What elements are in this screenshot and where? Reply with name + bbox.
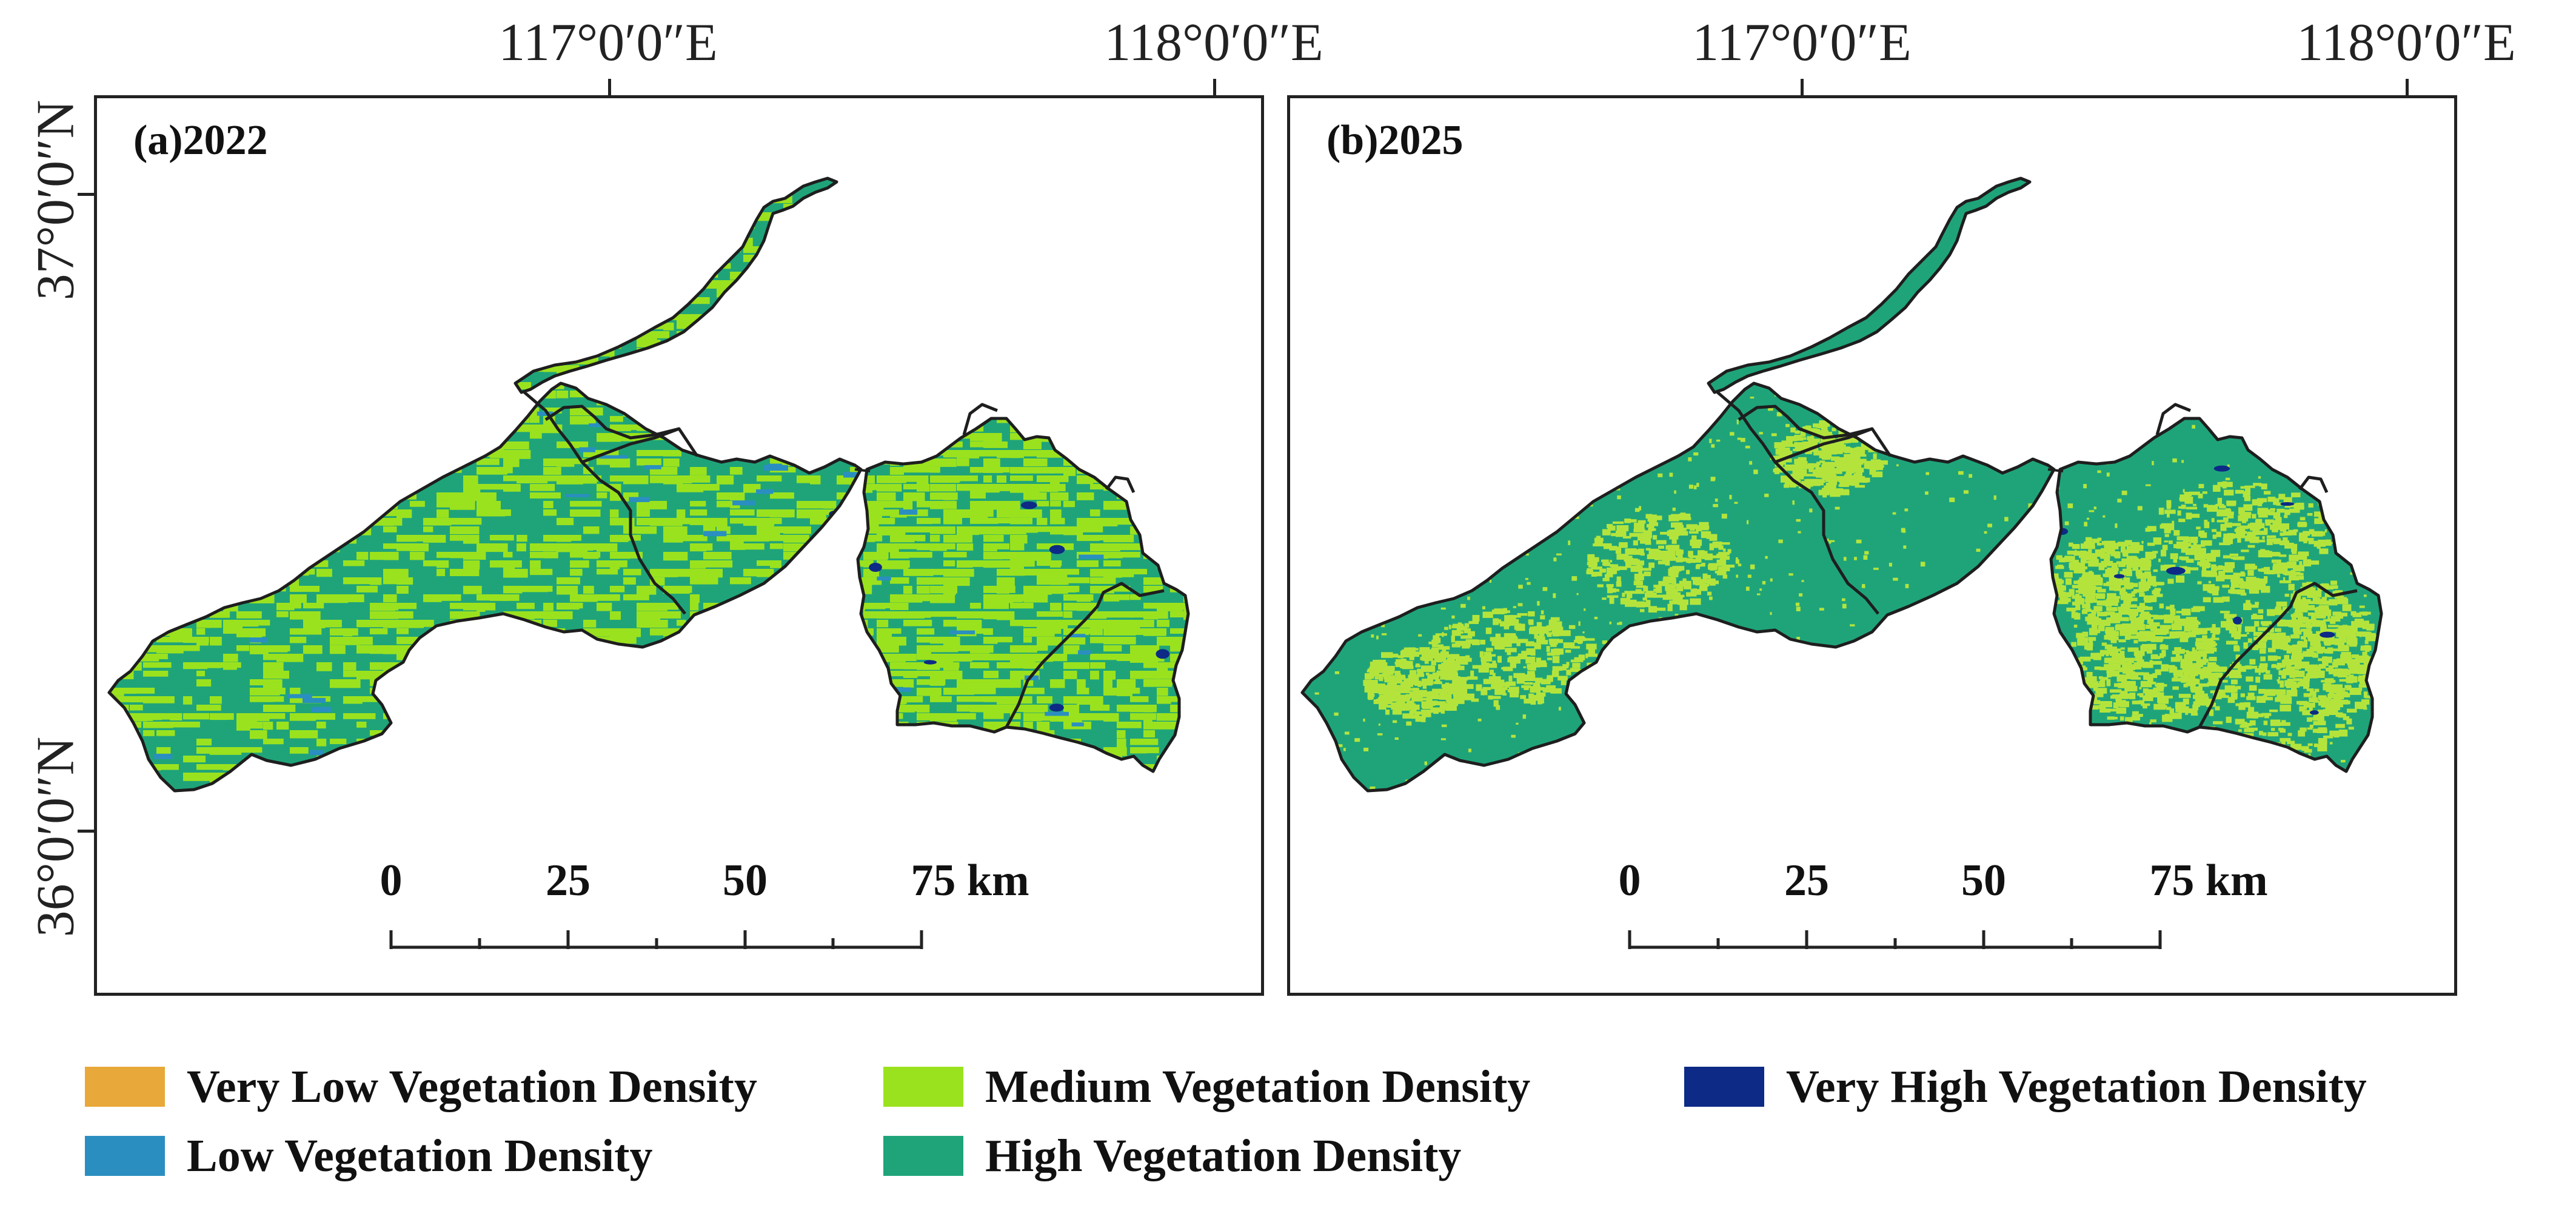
region-connector [854,468,871,472]
scale-label-25: 25 [1784,856,1829,905]
scale-label-75km: 75 km [911,856,1029,905]
legend-label-very-low: Very Low Vegetation Density [187,1061,757,1112]
internal-boundary [523,391,686,615]
vegetation-map-2025 [1300,176,2383,793]
scale-label-75km: 75 km [2149,856,2268,905]
legend-item-medium: Medium Vegetation Density [883,1061,1531,1112]
river-corridor [1708,178,2030,392]
scale-bar-2022 [389,930,923,949]
legend-label-very-high: Very High Vegetation Density [1786,1061,2367,1112]
tick-117-b [1801,79,1804,97]
boundary-river [514,176,838,394]
lon-label-117-a: 117°0′0″E [498,13,718,72]
internal-boundary [1005,582,1165,728]
legend-item-very-high: Very High Vegetation Density [1684,1061,2367,1112]
lon-label-118-a: 118°0′0″E [1104,13,1323,72]
tick-37 [78,193,96,196]
internal-boundary [581,427,699,464]
legend-swatch-very-high [1684,1067,1764,1107]
scale-label-0: 0 [1618,856,1641,905]
internal-boundary [2198,582,2358,728]
region-connector [2047,468,2064,472]
scale-label-50: 50 [723,856,768,905]
scale-label-50: 50 [1961,856,2006,905]
legend-label-low: Low Vegetation Density [187,1130,653,1181]
map-panel-2025: (b)2025 0 25 50 75 km [1287,95,2457,996]
boundary-river [1707,176,2032,394]
legend-item-very-low: Very Low Vegetation Density [85,1061,757,1112]
internal-boundary [1775,427,1892,464]
legend-label-medium: Medium Vegetation Density [985,1061,1531,1112]
lon-label-118-b: 118°0′0″E [2297,13,2516,72]
scale-label-25: 25 [546,856,590,905]
internal-boundary [2155,403,2191,435]
lat-label-36: 36°0′0″N [26,736,85,938]
internal-boundary [1716,391,1879,615]
scale-bar-2025 [1628,930,2162,949]
tick-36 [78,830,96,833]
legend-swatch-medium [883,1067,963,1107]
scale-label-0: 0 [380,856,403,905]
map-panel-2022: (a)2022 0 25 50 75 km [94,95,1264,996]
legend-label-high: High Vegetation Density [985,1130,1462,1181]
panel-label-2025: (b)2025 [1326,117,1464,164]
river-corridor [515,178,837,392]
legend-item-low: Low Vegetation Density [85,1130,653,1181]
legend-swatch-very-low [85,1067,165,1107]
boundary-east [2049,417,2383,773]
boundary-west [107,381,863,793]
internal-boundary [544,404,680,440]
internal-boundary [2298,475,2329,494]
panel-label-2022: (a)2022 [133,117,268,164]
boundary-west [1300,381,2056,793]
internal-boundary [1105,475,1136,494]
tick-118-a [1213,79,1216,97]
lat-label-37: 37°0′0″N [26,99,85,301]
vegetation-texture [1302,371,2381,791]
legend-swatch-high [883,1136,963,1176]
boundary-east [856,417,1190,773]
tick-117-a [608,79,611,97]
legend-swatch-low [85,1136,165,1176]
internal-boundary [1738,404,1873,440]
legend-item-high: High Vegetation Density [883,1130,1462,1181]
vegetation-map-2022 [107,176,1190,793]
tick-118-b [2406,79,2409,97]
internal-boundary [962,403,998,435]
lon-label-117-b: 117°0′0″E [1692,13,1912,72]
